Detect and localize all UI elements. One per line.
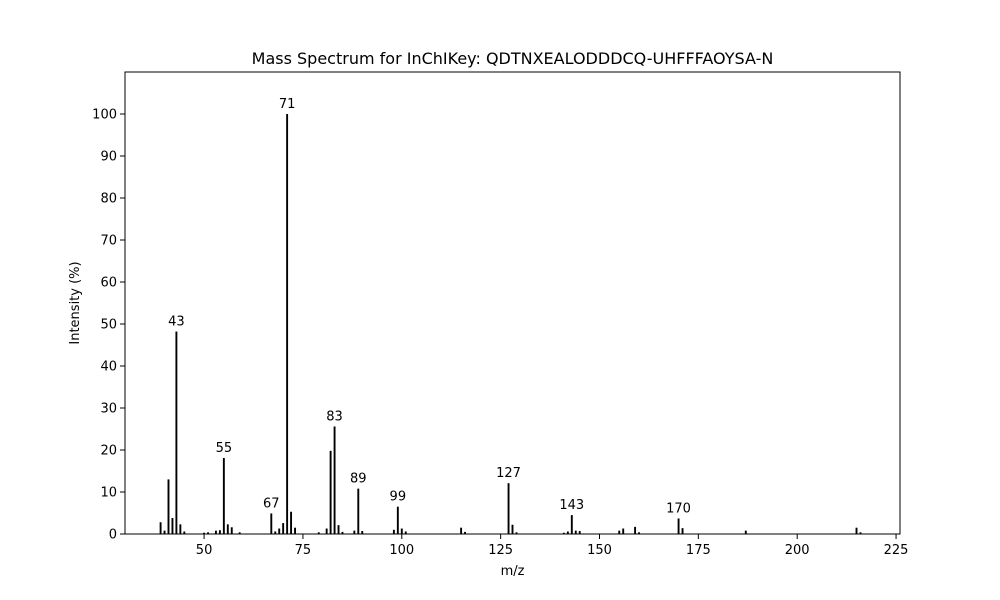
x-tick-label-100: 100 [389,543,414,558]
x-axis-label: m/z [501,564,525,579]
peak-bar-73 [294,527,296,534]
x-tick-label-75: 75 [295,543,312,558]
peak-bar-59 [238,532,241,534]
y-axis: 0 10 20 30 40 50 60 70 80 90 100 [92,108,125,543]
peak-bar-90 [361,531,364,534]
peak-bar-55 [222,457,225,534]
peak-bar-98 [392,529,395,534]
peak-bar-79 [317,532,320,534]
peak-bar-143 [570,515,573,534]
peak-bar-81 [325,528,328,534]
peak-label-170: 170 [666,501,691,516]
peak-bar-45 [183,531,186,534]
y-tick-label-50: 50 [100,318,117,333]
y-tick-label-80: 80 [100,192,117,207]
peak-bar-56 [226,524,229,534]
peak-bar-83 [333,426,336,534]
peak-bar-215 [855,527,858,534]
peak-bar-85 [341,531,344,534]
y-tick-label-10: 10 [100,486,117,501]
x-tick-label-175: 175 [686,543,711,558]
peak-bar-159 [634,526,637,534]
peak-labels-group: 43 55 67 71 83 89 99 127 143 170 [168,97,691,516]
y-tick-label-70: 70 [100,234,117,249]
peak-bar-216 [859,532,862,534]
peak-label-83: 83 [326,409,343,424]
peak-bar-144 [574,530,577,534]
x-tick-label-225: 225 [884,543,909,558]
peak-bar-99 [396,506,399,534]
peak-bar-70 [282,523,285,534]
peak-label-67: 67 [263,496,280,511]
y-tick-label-30: 30 [100,402,117,417]
y-tick-label-20: 20 [100,444,117,459]
peak-label-99: 99 [390,490,407,505]
peak-bar-115 [460,527,463,534]
peak-bar-142 [566,531,569,534]
peak-bar-44 [179,524,182,534]
peak-bar-57 [230,527,233,534]
y-tick-label-100: 100 [92,108,117,123]
peak-bar-141 [562,532,565,534]
bars-group [159,114,862,534]
peak-bar-89 [357,488,360,534]
peak-bar-53 [214,530,217,534]
peak-bar-170 [677,518,680,534]
peak-bar-68 [274,531,277,534]
peak-bar-128 [511,524,514,534]
peak-bar-40 [163,530,166,534]
x-tick-label-150: 150 [587,543,612,558]
x-axis: 50 75 100 125 150 175 200 225 [196,534,909,558]
x-tick-label-200: 200 [785,543,810,558]
peak-bar-54 [218,530,221,534]
peak-bar-171 [681,528,684,534]
peak-bar-156 [622,528,625,534]
peak-bar-69 [278,528,281,534]
y-axis-label: Intensity (%) [68,261,83,344]
y-tick-label-60: 60 [100,276,117,291]
y-tick-label-90: 90 [100,150,117,165]
y-tick-label-40: 40 [100,360,117,375]
peak-bar-187 [744,530,747,534]
peak-bar-43 [175,331,178,534]
y-tick-label-0: 0 [109,528,117,543]
peak-label-43: 43 [168,315,185,330]
peak-bar-42 [171,518,174,534]
peak-label-71: 71 [279,97,296,112]
peak-bar-88 [353,530,356,534]
peak-bar-50 [203,532,206,534]
peak-bar-82 [329,450,332,534]
peak-bar-145 [578,531,581,534]
peak-bar-160 [638,532,640,534]
peak-bar-51 [207,532,209,534]
chart-title: Mass Spectrum for InChIKey: QDTNXEALODDD… [252,49,774,68]
peak-bar-71 [286,114,289,534]
peak-label-127: 127 [496,466,521,481]
peak-label-55: 55 [216,441,233,456]
x-tick-label-50: 50 [196,543,213,558]
peak-label-143: 143 [559,498,584,513]
peak-bar-84 [337,525,340,534]
peak-bar-155 [618,530,621,534]
peak-bar-116 [464,531,466,534]
peak-bar-101 [404,531,407,534]
peak-bar-100 [400,528,403,534]
plot-frame [124,71,901,535]
x-tick-label-125: 125 [488,543,513,558]
peak-bar-39 [159,522,162,534]
peak-label-89: 89 [350,472,367,487]
peak-bar-41 [167,479,170,534]
peak-bar-127 [507,483,510,534]
peak-bar-129 [515,532,518,534]
peak-bar-67 [270,513,273,534]
peak-bar-72 [290,511,293,534]
